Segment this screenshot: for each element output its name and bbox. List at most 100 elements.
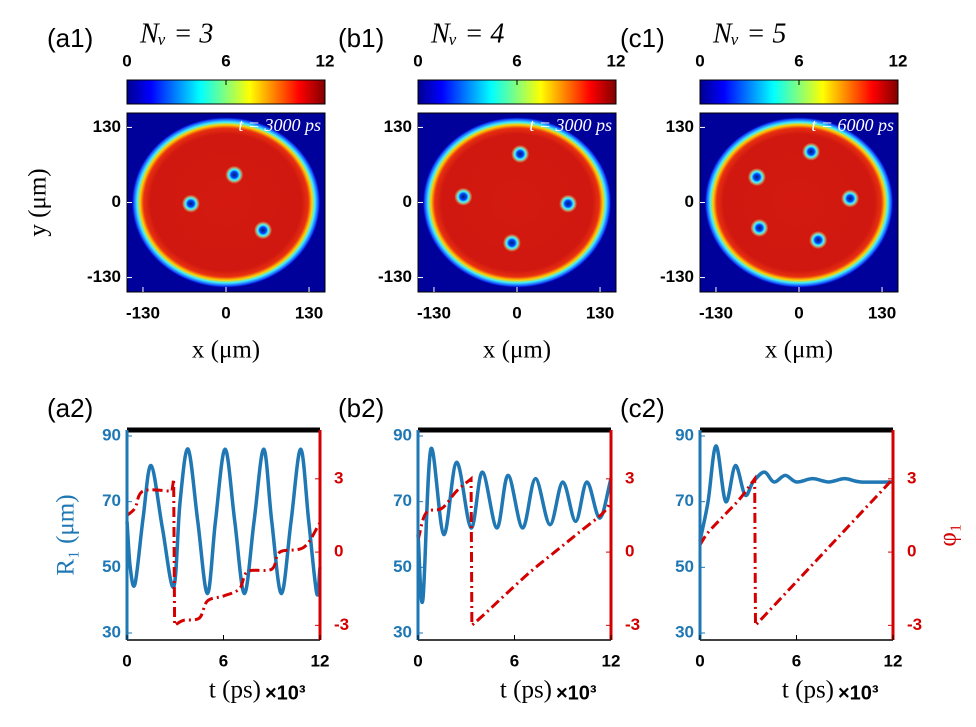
panel-label: (c2) (620, 393, 665, 423)
condensate (704, 117, 894, 288)
y-tick-label: 50 (393, 557, 412, 576)
panel-label: (b1) (338, 23, 384, 53)
y-tick-label: 50 (102, 557, 121, 576)
y-tick-label: 0 (403, 192, 412, 211)
colorbar-tick-label: 12 (889, 51, 908, 70)
x-tick-label: 0 (413, 651, 422, 670)
x-tick-label: -130 (417, 303, 451, 322)
y-tick-label: 70 (393, 491, 412, 510)
y-tick-label: 90 (675, 425, 694, 444)
vortex (502, 233, 521, 252)
y-tick-label: -130 (378, 267, 412, 286)
vortex (559, 194, 578, 213)
panel-title: Nᵥ = 3 (139, 18, 213, 49)
condensate (422, 117, 612, 288)
y-tick-label: 0 (685, 192, 694, 211)
x-tick-label: 0 (512, 303, 521, 322)
x-tick-label: 6 (219, 651, 228, 670)
colorbar-tick-label: 0 (695, 51, 704, 70)
x-tick-label: 12 (311, 651, 330, 670)
x-tick-label: 130 (295, 303, 323, 322)
phase-line (698, 474, 895, 630)
y-tick-label: 90 (102, 425, 121, 444)
y-tick-label: 130 (384, 117, 412, 136)
x-axis-label: x (μm) (483, 337, 551, 364)
x-tick-label: 130 (868, 303, 896, 322)
x-tick-label: 12 (884, 651, 903, 670)
phase-line (416, 475, 613, 629)
y-tick-label: 30 (102, 622, 121, 641)
y2-tick-label: -3 (625, 615, 640, 634)
y-tick-label: 90 (393, 425, 412, 444)
y-tick-label: 30 (675, 622, 694, 641)
y2-tick-label: -3 (334, 615, 349, 634)
vortex (747, 168, 766, 187)
vortex (225, 165, 244, 184)
y2-tick-label: 0 (334, 542, 343, 561)
x-tick-label: 0 (221, 303, 230, 322)
colorbar-tick-label: 12 (316, 51, 335, 70)
y-axis-label: R₁ (μm) (53, 494, 80, 575)
x-tick-label: 0 (695, 651, 704, 670)
radius-line (125, 447, 322, 597)
y-tick-label: 70 (102, 491, 121, 510)
x-tick-label: 130 (586, 303, 614, 322)
panel-label: (b2) (338, 393, 384, 423)
colorbar-tick-label: 0 (122, 51, 131, 70)
colorbar-tick-label: 6 (512, 51, 521, 70)
vortex (181, 194, 200, 213)
x-tick-label: 6 (792, 651, 801, 670)
x-tick-label: 6 (510, 651, 519, 670)
x-multiplier: ×10³ (556, 682, 597, 704)
y2-axis-label: φ₁ (935, 523, 962, 546)
vortex (809, 231, 828, 250)
y2-tick-label: 0 (625, 542, 634, 561)
x-axis-label: t (ps) (782, 677, 834, 704)
panel-title: Nᵥ = 4 (430, 18, 504, 49)
colorbar-tick-label: 6 (794, 51, 803, 70)
x-multiplier: ×10³ (265, 682, 306, 704)
y-tick-label: 130 (666, 117, 694, 136)
y2-tick-label: 0 (907, 542, 916, 561)
y-tick-label: -130 (660, 267, 694, 286)
panel-label: (a2) (47, 393, 93, 423)
radius-line (698, 444, 894, 542)
y2-tick-label: -3 (907, 615, 922, 634)
x-axis-label: t (ps) (500, 677, 552, 704)
x-axis-label: x (μm) (765, 337, 833, 364)
x-tick-label: -130 (699, 303, 733, 322)
time-label: t = 6000 ps (811, 115, 894, 135)
panel-label: (c1) (620, 23, 665, 53)
x-multiplier: ×10³ (838, 682, 879, 704)
vortex (841, 189, 860, 208)
vortex (511, 144, 530, 163)
y-tick-label: 30 (393, 622, 412, 641)
x-tick-label: 0 (794, 303, 803, 322)
x-tick-label: -130 (126, 303, 160, 322)
y-tick-label: 0 (112, 192, 121, 211)
y-axis-label: y (μm) (25, 168, 52, 236)
vortex (802, 142, 821, 161)
y2-tick-label: 3 (625, 468, 634, 487)
phase-line (125, 478, 322, 628)
colorbar-tick-label: 12 (607, 51, 626, 70)
radius-line (416, 446, 613, 605)
time-label: t = 3000 ps (238, 115, 321, 135)
time-label: t = 3000 ps (529, 115, 612, 135)
y-tick-label: 50 (675, 557, 694, 576)
x-tick-label: 0 (122, 651, 131, 670)
y-tick-label: -130 (87, 267, 121, 286)
colorbar-tick-label: 6 (221, 51, 230, 70)
y-tick-label: 130 (93, 117, 121, 136)
x-tick-label: 12 (602, 651, 621, 670)
y2-tick-label: 3 (334, 468, 343, 487)
y2-tick-label: 3 (907, 468, 916, 487)
vortex (254, 221, 273, 240)
y-tick-label: 70 (675, 491, 694, 510)
x-axis-label: t (ps) (209, 677, 261, 704)
panel-title: Nᵥ = 5 (712, 18, 786, 49)
vortex (750, 218, 769, 237)
colorbar-tick-label: 0 (413, 51, 422, 70)
condensate (131, 117, 321, 288)
